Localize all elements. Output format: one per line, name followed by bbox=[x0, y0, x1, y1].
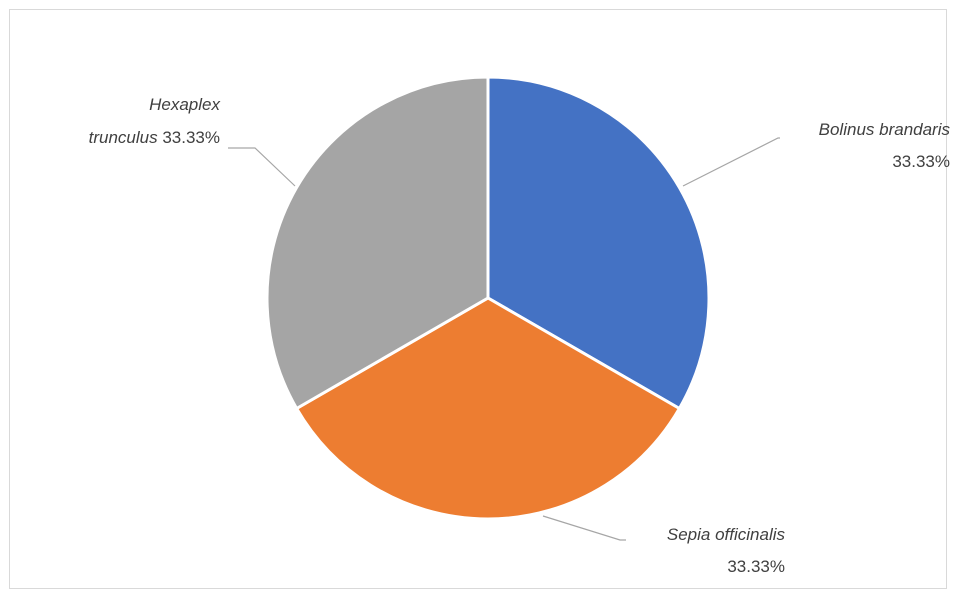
data-label-series-name: Sepia officinalis bbox=[667, 525, 786, 544]
pie-slice-bolinus-brandaris bbox=[486, 75, 711, 410]
pie-slice-hexaplex-trunculus bbox=[265, 75, 490, 410]
data-label: trunculus 33.33% bbox=[89, 128, 220, 147]
leader-line bbox=[228, 147, 296, 187]
data-label: 33.33% bbox=[892, 152, 950, 171]
data-label: Hexaplex bbox=[149, 95, 220, 114]
data-label-percent: 33.33% bbox=[158, 128, 220, 147]
data-label: Sepia officinalis bbox=[667, 525, 786, 544]
data-labels: Bolinus brandaris 33.33% Sepia officinalis… bbox=[89, 95, 951, 576]
data-label-series-name: Bolinus brandaris bbox=[819, 120, 951, 139]
pie-slices bbox=[265, 75, 711, 521]
pie-slice-sepia-officinalis bbox=[295, 296, 681, 521]
data-label: Bolinus brandaris bbox=[819, 120, 951, 139]
leader-lines bbox=[228, 137, 780, 541]
data-label-series-name: Hexaplex bbox=[149, 95, 220, 114]
data-label-percent: 33.33% bbox=[892, 152, 950, 171]
leader-line bbox=[542, 515, 626, 541]
data-label-percent: 33.33% bbox=[727, 557, 785, 576]
data-label-series-name: trunculus bbox=[89, 128, 158, 147]
leader-line bbox=[682, 137, 780, 187]
data-label: 33.33% bbox=[727, 557, 785, 576]
